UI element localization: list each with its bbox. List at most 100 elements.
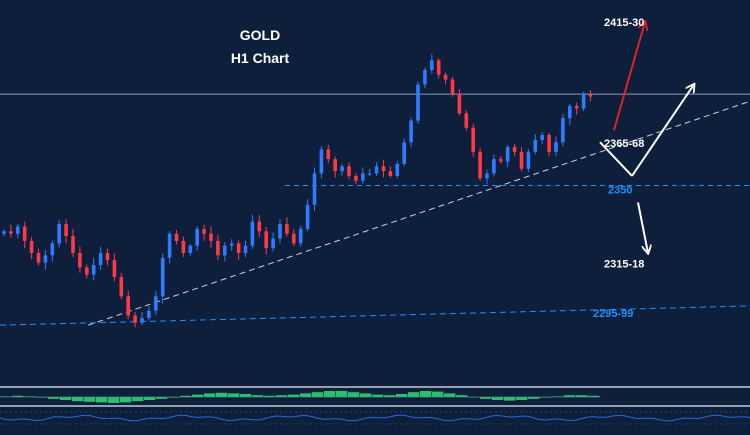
indicator-bar xyxy=(36,397,48,398)
level-labels: 2415-30 2365-68 2350 2315-18 2295-99 xyxy=(593,17,644,320)
indicator-panel xyxy=(0,386,750,425)
level-label-2365-68: 2365-68 xyxy=(604,138,644,150)
indicator-bar xyxy=(144,397,156,400)
bearish-arrow xyxy=(637,202,648,253)
indicator-bar xyxy=(324,391,336,397)
indicator-bar xyxy=(156,397,168,399)
candle xyxy=(505,144,510,168)
candle xyxy=(181,236,186,258)
indicator-bar xyxy=(480,397,492,399)
candle xyxy=(464,110,469,131)
candle xyxy=(36,248,41,266)
candle xyxy=(216,235,220,260)
candle xyxy=(126,290,130,320)
candle xyxy=(430,54,434,74)
indicator-bar xyxy=(60,397,72,400)
indicator-bar xyxy=(408,392,420,397)
candle xyxy=(195,226,199,251)
candle xyxy=(326,144,331,164)
candle xyxy=(423,67,427,89)
candle xyxy=(312,167,317,212)
candle xyxy=(174,230,179,245)
candle xyxy=(416,81,420,124)
candle xyxy=(91,257,96,281)
candle xyxy=(485,169,489,184)
level-label-2315-18: 2315-18 xyxy=(604,258,644,270)
candle xyxy=(71,229,75,258)
indicator-bar xyxy=(468,397,480,398)
candle xyxy=(568,103,572,125)
candle xyxy=(588,90,593,102)
indicator-bar xyxy=(168,397,180,398)
candle xyxy=(319,146,324,179)
candle xyxy=(574,102,579,115)
candle xyxy=(374,162,379,176)
candle xyxy=(16,224,20,239)
indicator-bar xyxy=(420,391,432,397)
candle xyxy=(98,246,103,270)
candle xyxy=(305,199,310,232)
candle xyxy=(64,219,68,243)
indicator-bar xyxy=(432,391,444,397)
candle xyxy=(512,144,517,157)
level-label-2350: 2350 xyxy=(608,185,632,197)
candle xyxy=(333,156,337,178)
indicator-bar xyxy=(264,395,276,397)
candle xyxy=(119,272,124,299)
candle xyxy=(167,231,172,264)
candle xyxy=(243,240,248,258)
candle xyxy=(285,217,289,237)
candle xyxy=(29,237,34,260)
indicator-bar xyxy=(564,395,576,397)
indicator-bar xyxy=(300,393,312,397)
chart-subtitle: H1 Chart xyxy=(231,50,290,66)
candle xyxy=(388,166,393,178)
indicator-bar xyxy=(96,397,108,403)
candle xyxy=(133,311,137,328)
candle xyxy=(223,242,227,262)
indicator-bar xyxy=(276,395,288,397)
candle xyxy=(257,214,262,237)
candle xyxy=(236,240,241,260)
candle xyxy=(250,214,255,249)
indicator-bar xyxy=(120,397,132,403)
candle xyxy=(540,132,544,144)
candle xyxy=(22,221,27,248)
scenario-arrows xyxy=(599,22,694,253)
indicator-bar xyxy=(396,394,408,397)
candle xyxy=(264,226,268,255)
indicator-bar xyxy=(312,392,324,397)
candle xyxy=(443,72,448,85)
candle xyxy=(292,229,296,246)
bullish-arrow xyxy=(613,22,645,131)
candle xyxy=(43,250,48,270)
candle xyxy=(154,290,158,315)
indicator-bar xyxy=(540,397,552,398)
candle xyxy=(78,246,82,273)
indicator-bar xyxy=(384,395,396,397)
trendline-layer xyxy=(0,93,750,326)
candle xyxy=(450,77,455,97)
candle xyxy=(554,136,558,156)
indicator-bar xyxy=(528,397,540,399)
indicator-bar xyxy=(240,394,252,397)
candle xyxy=(340,163,344,176)
rebound-arrow-up xyxy=(631,84,694,177)
candle xyxy=(457,88,462,116)
candle xyxy=(271,232,275,252)
candle xyxy=(147,305,151,321)
candle xyxy=(298,225,303,247)
candle xyxy=(519,146,524,172)
candle xyxy=(561,113,565,147)
candles xyxy=(2,54,593,328)
indicator-bar xyxy=(204,393,216,397)
indicator-bar xyxy=(456,395,468,397)
indicator-bar xyxy=(132,397,144,402)
indicator-bar xyxy=(516,397,528,400)
candle xyxy=(202,224,206,241)
indicator-bar xyxy=(336,391,348,397)
candle xyxy=(409,117,413,148)
candle xyxy=(85,264,89,279)
indicator-bar xyxy=(0,396,12,397)
candle xyxy=(526,149,531,173)
